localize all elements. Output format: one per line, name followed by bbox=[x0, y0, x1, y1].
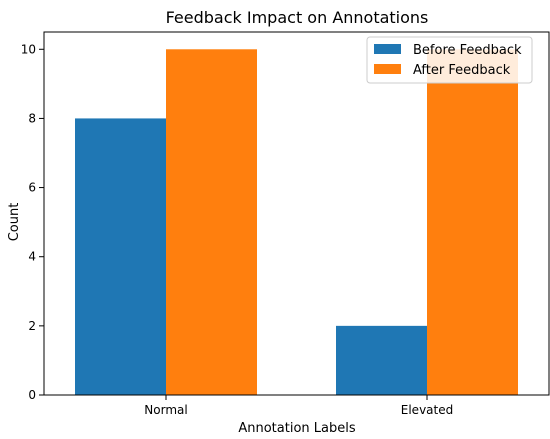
legend-label: Before Feedback bbox=[413, 43, 522, 58]
x-axis-label: Annotation Labels bbox=[238, 421, 355, 436]
bar-before-feedback-normal bbox=[75, 118, 166, 395]
bar-after-feedback-normal bbox=[166, 49, 257, 396]
y-tick-label: 0 bbox=[28, 388, 36, 402]
x-tick-label-normal: Normal bbox=[144, 403, 187, 417]
y-tick-label: 8 bbox=[28, 111, 36, 125]
y-tick-label: 2 bbox=[28, 319, 36, 333]
y-axis-label: Count bbox=[7, 203, 22, 242]
y-tick-label: 6 bbox=[28, 181, 36, 195]
chart-title: Feedback Impact on Annotations bbox=[166, 8, 429, 27]
legend-label: After Feedback bbox=[413, 63, 511, 78]
y-tick-label: 10 bbox=[21, 42, 36, 56]
x-axis: Normal Elevated bbox=[144, 395, 453, 417]
legend: Before Feedback After Feedback bbox=[366, 36, 533, 84]
y-axis: 0 2 4 6 8 10 bbox=[21, 42, 44, 402]
bar-after-feedback-elevated bbox=[427, 49, 518, 396]
bar-before-feedback-elevated bbox=[336, 325, 427, 395]
y-tick-label: 4 bbox=[28, 250, 36, 264]
legend-swatch bbox=[374, 64, 401, 74]
legend-swatch bbox=[374, 44, 401, 54]
legend-box bbox=[366, 36, 533, 84]
x-tick-label-elevated: Elevated bbox=[401, 403, 453, 417]
plot-frame bbox=[43, 31, 550, 396]
bars-layer bbox=[75, 49, 518, 396]
